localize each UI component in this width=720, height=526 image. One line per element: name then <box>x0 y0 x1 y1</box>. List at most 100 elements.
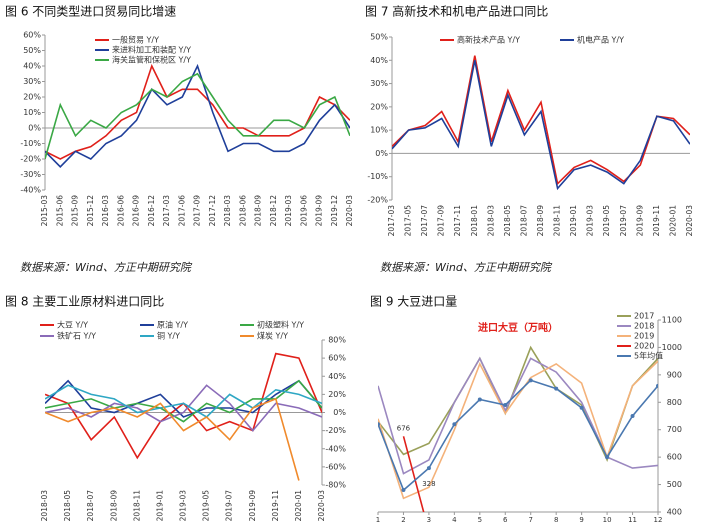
series-line <box>378 360 658 500</box>
legend-label: 煤炭 Y/Y <box>257 331 288 341</box>
legend-label: 来进料加工和装配 Y/Y <box>112 45 191 55</box>
x-tick-label: 2018-12 <box>269 195 278 227</box>
x-tick-label: 3 <box>427 516 431 524</box>
x-tick-label: 2018-11 <box>553 205 562 237</box>
x-tick-label: 2020-03 <box>317 490 326 522</box>
legend-label: 铁矿石 Y/Y <box>57 331 96 341</box>
y-tick-label: 500 <box>667 480 682 489</box>
point <box>452 422 457 427</box>
plot <box>378 345 658 512</box>
x-tick-label: 2017-03 <box>162 195 171 227</box>
x-tick-label: 2019-05 <box>202 490 211 522</box>
point <box>605 455 610 460</box>
y-tick-label: -20% <box>325 426 346 435</box>
legend-label: 海关监管和保税区 Y/Y <box>112 55 191 65</box>
x-tick-label: 2019-11 <box>652 205 661 237</box>
chart: 图 8 主要工业原材料进口同比 -80% -60% -40% -20% 0% 20% 40% 6… <box>5 295 346 522</box>
x-tick-label: 2017-05 <box>404 205 413 237</box>
series-line <box>45 72 350 160</box>
series-line <box>45 63 350 168</box>
x-tick-label: 2018-07 <box>519 205 528 237</box>
series-line <box>45 384 322 419</box>
x-tick-label: 2020-01 <box>668 205 677 237</box>
series-line <box>45 397 300 481</box>
chart-title: 图 8 主要工业原材料进口同比 <box>5 295 164 309</box>
y-tick-label: 20% <box>328 390 346 399</box>
y-tick-label: -40% <box>325 444 346 453</box>
y-tick-label: 10% <box>23 108 41 117</box>
x-tick-label: 2017-06 <box>177 195 186 227</box>
x-tick-label: 2017-09 <box>437 205 446 237</box>
x-tick-label: 2019-01 <box>155 490 164 522</box>
y-tick-label: 0% <box>375 149 388 158</box>
x-tick-label: 4 <box>452 516 457 524</box>
y-tick-label: 50% <box>370 33 388 42</box>
x-tick-label: 2017-11 <box>453 205 462 237</box>
y-tick-label: 0% <box>333 408 346 417</box>
source: 数据来源：Wind、方正中期研究院 <box>20 261 193 274</box>
x-tick-label: 2017-03 <box>387 205 396 237</box>
x-tick-label: 2019-01 <box>569 205 578 237</box>
y-tick-label: -30% <box>20 170 41 179</box>
chart-title: 图 6 不同类型进口贸易同比增速 <box>5 5 176 19</box>
x-tick-label: 11 <box>628 516 637 524</box>
point <box>378 422 380 427</box>
point <box>528 378 533 383</box>
x-tick-label: 2018-03 <box>486 205 495 237</box>
x-tick-label: 8 <box>554 516 558 524</box>
y-tick-label: 60% <box>23 31 41 40</box>
plot <box>45 352 322 481</box>
x-tick-label: 2020-03 <box>685 205 694 237</box>
y-tick-label: -80% <box>325 481 346 490</box>
x-tick-label: 9 <box>579 516 583 524</box>
series-line <box>45 352 322 460</box>
x-tick-label: 2018-07 <box>86 490 95 522</box>
legend-label: 原油 Y/Y <box>157 320 188 330</box>
x-tick-label: 2020-01 <box>294 490 303 522</box>
y-tick-label: -60% <box>325 462 346 471</box>
y-tick-label: 900 <box>667 370 682 379</box>
series-line <box>378 379 658 492</box>
y-tick-label: 1000 <box>662 343 682 352</box>
annotation: 676 <box>397 424 411 432</box>
point <box>630 414 635 418</box>
x-tick-label: 2018-09 <box>254 195 263 227</box>
y-tick-label: -20% <box>20 155 41 164</box>
x-tick-label: 2015-06 <box>55 195 64 227</box>
x-tick-label: 2018-09 <box>109 490 118 522</box>
plot <box>392 55 690 191</box>
legend-label: 高新技术产品 Y/Y <box>457 35 520 45</box>
x-tick-label: 2019-05 <box>602 205 611 237</box>
x-tick-label: 2020-03 <box>345 195 354 227</box>
point <box>579 405 584 410</box>
chart-title: 图 9 大豆进口量 <box>370 295 457 309</box>
y-tick-label: 20% <box>370 102 388 111</box>
y-tick-label: 0% <box>28 124 41 133</box>
y-tick-label: -20% <box>367 196 388 205</box>
legend-label: 2020 <box>634 342 654 351</box>
point <box>477 397 482 402</box>
y-tick-label: 50% <box>23 46 41 55</box>
x-tick-label: 2017-12 <box>208 195 217 227</box>
y-tick-label: 400 <box>667 508 682 517</box>
x-tick-label: 1 <box>376 516 380 524</box>
x-tick-label: 2015-09 <box>71 195 80 227</box>
legend-label: 2018 <box>634 322 654 331</box>
y-tick-label: -10% <box>367 172 388 181</box>
x-tick-label: 2015-12 <box>86 195 95 227</box>
x-tick-label: 7 <box>528 516 532 524</box>
x-tick-label: 2019-09 <box>315 195 324 227</box>
x-tick-label: 2019-12 <box>330 195 339 227</box>
legend-label: 初级塑料 Y/Y <box>257 320 304 330</box>
x-tick-label: 2018-09 <box>536 205 545 237</box>
legend-label: 机电产品 Y/Y <box>577 35 624 45</box>
x-tick-label: 2018-05 <box>503 205 512 237</box>
point <box>656 383 658 388</box>
x-tick-label: 2019-06 <box>299 195 308 227</box>
y-tick-label: 30% <box>370 79 388 88</box>
x-tick-label: 10 <box>603 516 612 524</box>
